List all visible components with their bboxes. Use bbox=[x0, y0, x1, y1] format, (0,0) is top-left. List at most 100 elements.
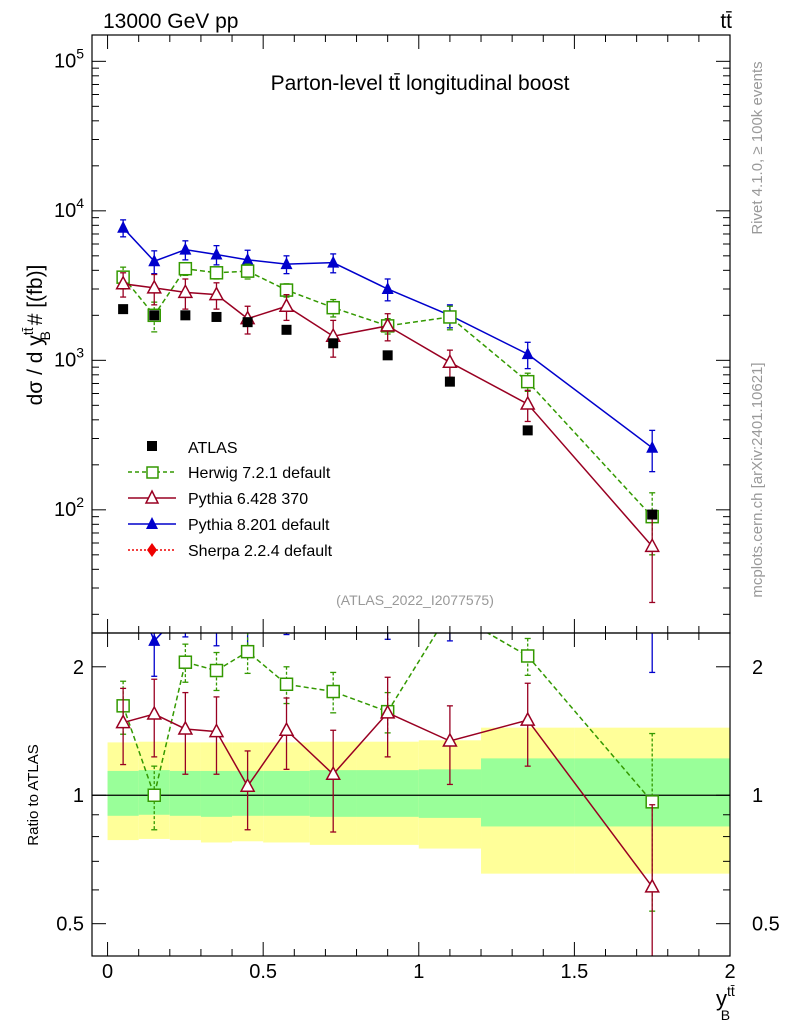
rivet-version-label: Rivet 4.1.0, ≥ 100k events bbox=[749, 61, 766, 234]
pythia6-point bbox=[115, 714, 131, 729]
pythia8-point bbox=[117, 220, 130, 233]
pythia8-point bbox=[327, 558, 339, 570]
uncertainty-band-inner bbox=[200, 770, 233, 817]
y-axis-title-text: dσ / d ytt̄B # [(fb)] bbox=[20, 265, 53, 406]
atlas-point bbox=[118, 304, 129, 315]
atlas-point bbox=[180, 310, 191, 321]
y-tick-label: 104 bbox=[54, 195, 84, 222]
pythia6-point bbox=[379, 704, 396, 719]
pythia8-point bbox=[117, 556, 129, 568]
pythia8-point bbox=[179, 242, 192, 255]
herwig-point bbox=[326, 684, 340, 699]
legend-marker-atlas bbox=[147, 441, 157, 451]
pythia6-point bbox=[644, 537, 660, 553]
atlas-point bbox=[211, 311, 222, 322]
pythia8-point bbox=[281, 601, 293, 613]
ratio-y-tick-label-right: 0.5 bbox=[752, 914, 780, 936]
x-axis-title-text: ytt̄ B bbox=[716, 983, 735, 1023]
analysis-id: (ATLAS_2022_I2077575) bbox=[336, 592, 494, 608]
atlas-point bbox=[328, 338, 339, 349]
atlas-point bbox=[242, 317, 253, 328]
ratio-y-tick-label-right: 1 bbox=[752, 785, 763, 807]
pythia8-point bbox=[148, 633, 161, 646]
uncertainty-band-inner bbox=[169, 770, 201, 816]
pythia8-point bbox=[179, 601, 191, 613]
uncertainty-band-inner bbox=[356, 770, 419, 817]
uncertainty-band-inner bbox=[263, 770, 310, 816]
herwig-point bbox=[147, 788, 161, 802]
atlas-point bbox=[522, 425, 533, 436]
pythia6-point bbox=[208, 286, 225, 301]
legend-label-sherpa: Sherpa 2.2.4 default bbox=[188, 543, 333, 560]
legend: ATLAS Herwig 7.2.1 default Pythia 6.428 … bbox=[128, 440, 333, 560]
legend-label-herwig: Herwig 7.2.1 default bbox=[188, 465, 331, 482]
pythia6-point bbox=[239, 777, 256, 792]
pythia6-point bbox=[177, 720, 194, 735]
legend-entry-pythia8: Pythia 8.201 default bbox=[128, 517, 330, 534]
ratio-y-tick-label-right: 2 bbox=[752, 657, 763, 679]
ratio-y-tick-label: 1 bbox=[73, 785, 84, 807]
atlas-point bbox=[444, 376, 455, 387]
pythia8-point bbox=[521, 347, 534, 360]
herwig-point bbox=[443, 310, 457, 324]
main-axes: 102 103 104 105 bbox=[54, 35, 731, 633]
pythia6-point bbox=[146, 705, 163, 720]
legend-marker-sherpa bbox=[147, 543, 157, 557]
x-tick-label: 2 bbox=[724, 961, 735, 983]
ratio-axes: 0.5 0.5 1 1 2 2 0 0.5 1 1.5 2 bbox=[56, 633, 780, 983]
pythia8-point bbox=[241, 252, 254, 265]
pythia6-point bbox=[177, 283, 194, 299]
legend-marker-pythia6 bbox=[144, 489, 160, 504]
energy-label: 13000 GeV pp bbox=[103, 10, 238, 33]
legend-entry-sherpa: Sherpa 2.2.4 default bbox=[128, 543, 333, 560]
ratio-y-tick-label: 2 bbox=[73, 657, 84, 679]
legend-marker-pythia8 bbox=[146, 517, 158, 529]
x-tick-label: 0 bbox=[102, 961, 113, 983]
x-tick-label: 0.5 bbox=[249, 961, 277, 983]
pythia6-point bbox=[278, 721, 295, 737]
pythia6-point bbox=[442, 353, 458, 369]
legend-entry-herwig: Herwig 7.2.1 default bbox=[128, 465, 331, 482]
uncertainty-band-inner bbox=[481, 758, 575, 827]
legend-entry-atlas: ATLAS bbox=[147, 440, 238, 457]
pythia8-point bbox=[148, 254, 161, 267]
pythia6-point bbox=[644, 878, 660, 893]
plot-title: Parton-level tt̄ longitudinal boost bbox=[271, 72, 570, 95]
ratio-y-axis-title: Ratio to ATLAS bbox=[25, 744, 42, 845]
herwig-point bbox=[209, 266, 224, 280]
herwig-point bbox=[279, 677, 294, 692]
y-tick-label: 103 bbox=[54, 344, 84, 371]
x-axis-title: ytt̄ B bbox=[716, 983, 735, 1023]
herwig-line bbox=[122, 633, 653, 803]
pythia6-point bbox=[278, 297, 295, 312]
ratio-y-tick-label: 0.5 bbox=[56, 914, 84, 936]
pythia6-point bbox=[442, 732, 458, 747]
pythia6-point bbox=[208, 722, 225, 738]
legend-label-pythia6: Pythia 6.428 370 bbox=[188, 491, 308, 508]
y-tick-label: 102 bbox=[54, 494, 84, 521]
pythia8-point bbox=[242, 610, 254, 622]
x-tick-label: 1 bbox=[413, 961, 424, 983]
atlas-point bbox=[382, 350, 393, 361]
pythia8-point bbox=[280, 257, 293, 270]
pythia6-point bbox=[115, 275, 131, 290]
legend-marker-herwig bbox=[146, 466, 159, 479]
herwig-point bbox=[240, 264, 255, 278]
ratio-frame bbox=[91, 632, 731, 957]
mcplots-label: mcplots.cern.ch [arXiv:2401.10621] bbox=[749, 362, 766, 597]
pythia6-point bbox=[519, 395, 536, 410]
pythia8-point bbox=[646, 440, 659, 453]
herwig-point bbox=[520, 649, 535, 663]
pythia6-point bbox=[379, 317, 396, 332]
herwig-point bbox=[240, 644, 255, 659]
main-panel: 102 103 104 105 Parton-level tt̄ longitudin… bbox=[20, 34, 731, 634]
atlas-point bbox=[647, 509, 658, 520]
herwig-point bbox=[209, 663, 224, 678]
x-tick-label: 1.5 bbox=[560, 961, 588, 983]
pythia8-point bbox=[522, 570, 534, 582]
ratio-plot-area bbox=[92, 556, 730, 956]
herwig-point bbox=[520, 374, 535, 389]
pythia8-point bbox=[210, 610, 222, 622]
herwig-point bbox=[178, 261, 193, 276]
